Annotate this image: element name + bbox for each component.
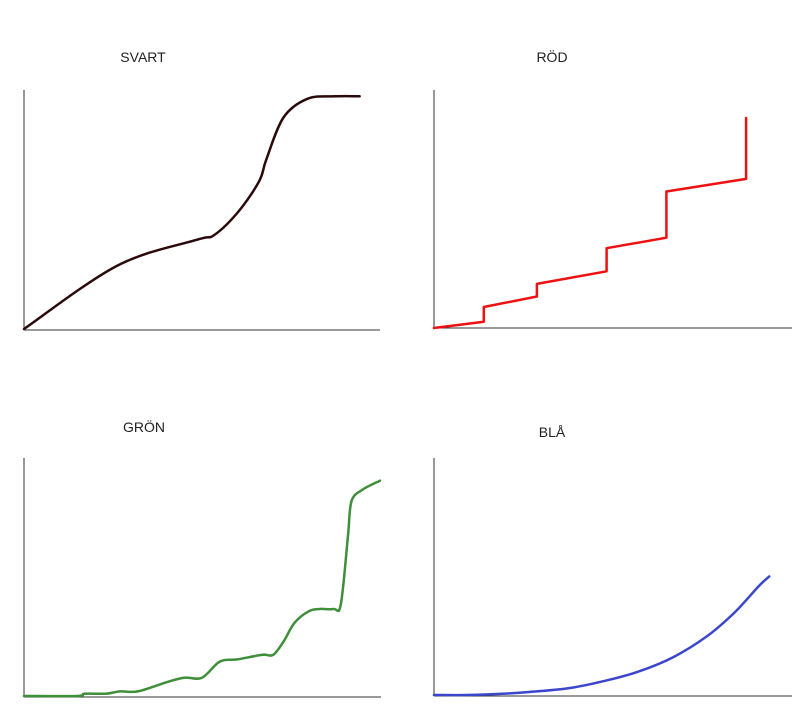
series-line — [432, 116, 748, 330]
chart-svg — [22, 458, 382, 698]
series-line — [432, 575, 771, 697]
series-line — [22, 94, 361, 331]
chart-svg — [432, 90, 792, 330]
chart-panel-rod: RÖD — [400, 0, 800, 360]
chart-panel-bla: BLÅ — [400, 360, 800, 720]
chart-panel-gron: GRÖN — [0, 360, 400, 720]
chart-title: BLÅ — [538, 424, 566, 440]
chart-title: SVART — [120, 49, 166, 65]
chart-title: RÖD — [536, 49, 568, 65]
chart-svg — [432, 458, 792, 697]
chart-panel-svart: SVART — [0, 0, 400, 360]
chart-svg — [22, 90, 380, 331]
chart-title: GRÖN — [123, 419, 165, 435]
series-line — [22, 479, 382, 698]
